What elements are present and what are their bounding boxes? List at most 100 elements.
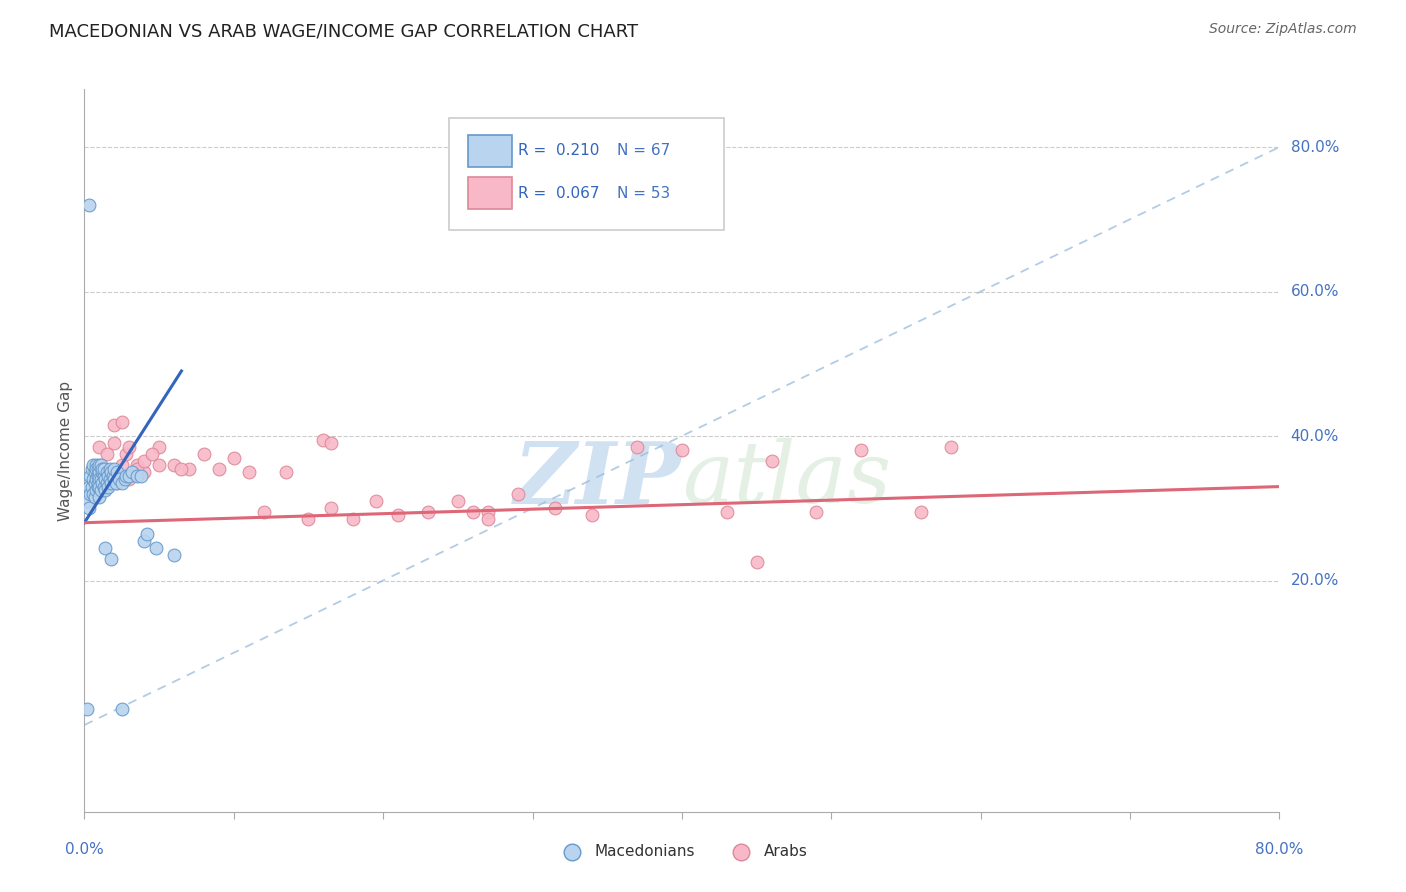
- Point: [319, 501, 342, 516]
- Point: [98, 472, 121, 486]
- Point: [121, 465, 143, 479]
- Point: [447, 494, 470, 508]
- Point: [761, 454, 783, 468]
- Point: [79, 468, 101, 483]
- Point: [87, 468, 110, 483]
- Point: [94, 483, 117, 498]
- Point: [80, 480, 103, 494]
- Point: [96, 465, 118, 479]
- Point: [87, 480, 110, 494]
- Point: [77, 198, 100, 212]
- Point: [148, 458, 170, 472]
- Point: [626, 440, 648, 454]
- Point: [96, 447, 118, 461]
- Point: [461, 505, 484, 519]
- Point: [82, 458, 104, 472]
- Point: [114, 472, 136, 486]
- Point: [111, 415, 134, 429]
- Point: [274, 465, 297, 479]
- Point: [208, 461, 231, 475]
- Point: [89, 458, 111, 472]
- Point: [177, 461, 200, 475]
- Text: R =  0.067: R = 0.067: [519, 186, 600, 201]
- Point: [745, 556, 768, 570]
- Point: [86, 483, 108, 498]
- Point: [544, 501, 567, 516]
- Point: [89, 480, 111, 494]
- Text: N = 67: N = 67: [617, 143, 671, 158]
- Point: [141, 447, 163, 461]
- Point: [94, 541, 117, 555]
- Point: [716, 505, 738, 519]
- Point: [80, 461, 103, 475]
- Point: [100, 468, 122, 483]
- Point: [477, 505, 499, 519]
- Point: [86, 458, 108, 472]
- Point: [193, 447, 215, 461]
- Point: [100, 465, 122, 479]
- Point: [93, 480, 115, 494]
- Point: [312, 433, 335, 447]
- Text: MACEDONIAN VS ARAB WAGE/INCOME GAP CORRELATION CHART: MACEDONIAN VS ARAB WAGE/INCOME GAP CORRE…: [49, 22, 638, 40]
- Point: [132, 454, 156, 468]
- Point: [83, 491, 105, 505]
- Point: [342, 512, 364, 526]
- Point: [163, 548, 186, 562]
- Point: [111, 458, 134, 472]
- Point: [107, 472, 129, 486]
- Point: [93, 461, 115, 475]
- Point: [105, 465, 128, 479]
- Text: atlas: atlas: [682, 438, 891, 521]
- Point: [939, 440, 962, 454]
- Point: [91, 461, 114, 475]
- Point: [90, 483, 112, 498]
- FancyBboxPatch shape: [468, 178, 512, 209]
- Point: [93, 468, 115, 483]
- Point: [90, 458, 112, 472]
- Point: [253, 505, 276, 519]
- Text: N = 53: N = 53: [617, 186, 671, 201]
- Point: [477, 512, 499, 526]
- Text: 60.0%: 60.0%: [1291, 284, 1339, 299]
- Point: [125, 458, 148, 472]
- Point: [910, 505, 932, 519]
- Text: 80.0%: 80.0%: [1291, 139, 1339, 154]
- Point: [82, 472, 104, 486]
- Point: [83, 465, 105, 479]
- Text: 0.0%: 0.0%: [65, 842, 104, 857]
- Point: [96, 475, 118, 490]
- Point: [77, 501, 100, 516]
- Point: [851, 443, 873, 458]
- Point: [103, 436, 125, 450]
- Point: [297, 512, 319, 526]
- Point: [97, 480, 120, 494]
- Point: [129, 468, 152, 483]
- Point: [387, 508, 409, 523]
- Point: [103, 472, 125, 486]
- Point: [86, 472, 108, 486]
- Text: R =  0.210: R = 0.210: [519, 143, 599, 158]
- Point: [77, 480, 100, 494]
- Point: [87, 461, 110, 475]
- Text: 20.0%: 20.0%: [1291, 573, 1339, 588]
- Point: [506, 487, 529, 501]
- Point: [115, 468, 138, 483]
- Point: [103, 418, 125, 433]
- Y-axis label: Wage/Income Gap: Wage/Income Gap: [58, 380, 73, 521]
- Point: [118, 472, 141, 486]
- Point: [111, 702, 134, 716]
- Text: Source: ZipAtlas.com: Source: ZipAtlas.com: [1209, 22, 1357, 37]
- Point: [91, 475, 114, 490]
- Point: [671, 443, 693, 458]
- Text: 80.0%: 80.0%: [1256, 842, 1303, 857]
- Point: [83, 461, 105, 475]
- Point: [104, 475, 127, 490]
- Point: [145, 541, 167, 555]
- Legend: Macedonians, Arabs: Macedonians, Arabs: [550, 838, 814, 865]
- Point: [98, 461, 121, 475]
- Point: [86, 461, 108, 475]
- Point: [76, 702, 98, 716]
- Point: [100, 475, 122, 490]
- Point: [118, 440, 141, 454]
- Point: [90, 472, 112, 486]
